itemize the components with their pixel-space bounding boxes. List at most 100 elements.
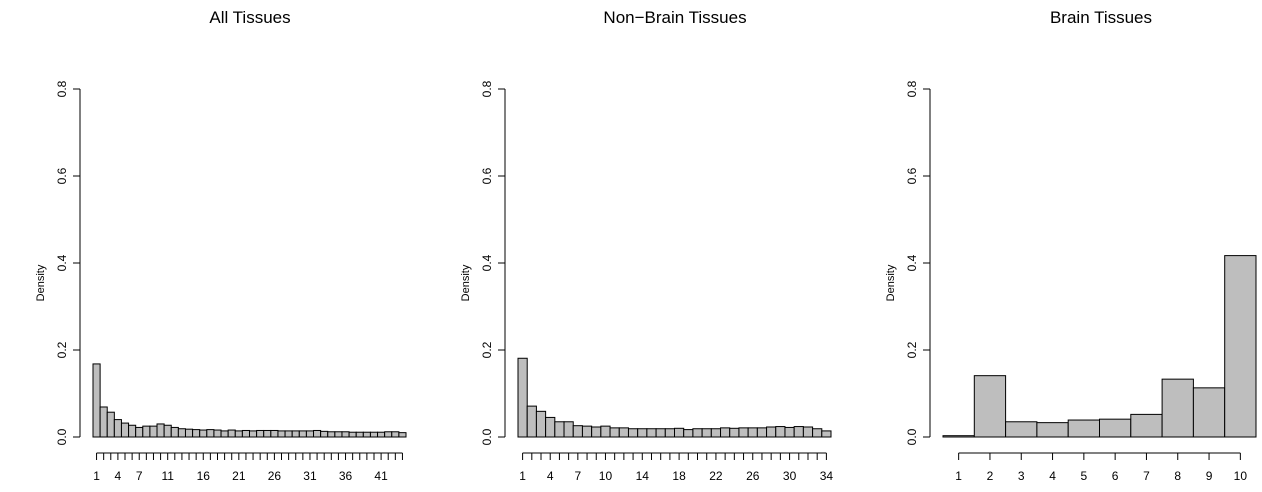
y-axis-label: Density — [35, 264, 47, 301]
y-tick-label: 0.2 — [55, 341, 69, 358]
x-tick-label: 7 — [574, 469, 581, 483]
histogram-bar — [942, 435, 975, 438]
y-tick-label: 0.4 — [905, 254, 919, 271]
x-tick-label: 41 — [374, 469, 388, 483]
histogram-bar — [163, 424, 172, 438]
y-tick-label: 0.6 — [480, 167, 494, 184]
x-tick-label: 1 — [955, 469, 962, 483]
histogram-bar — [581, 425, 593, 438]
histogram-bar — [206, 429, 215, 438]
x-tick-label: 5 — [1081, 469, 1088, 483]
histogram-bar — [369, 431, 379, 438]
histogram-bar — [320, 430, 329, 438]
histogram-bar — [362, 431, 371, 438]
histogram-bar — [554, 421, 565, 438]
histogram-bar — [327, 431, 336, 438]
histogram-bar — [738, 427, 749, 438]
histogram-bar — [313, 429, 322, 438]
histogram-bar — [298, 430, 307, 438]
histogram-bar — [600, 425, 611, 438]
histogram-bar — [113, 419, 122, 438]
histogram-bar — [821, 430, 832, 438]
y-tick-label: 0.6 — [905, 167, 919, 184]
histogram-bar — [692, 428, 703, 438]
histogram-bar — [1005, 421, 1038, 438]
x-tick-label: 4 — [115, 469, 122, 483]
histogram-bar — [149, 425, 158, 438]
histogram-bar — [305, 430, 315, 438]
x-tick-label: 7 — [1143, 469, 1150, 483]
histogram-bar — [391, 431, 400, 438]
histogram-bar — [270, 429, 279, 438]
histogram-bar — [377, 431, 386, 438]
histogram-bar — [591, 426, 602, 438]
x-tick-label: 4 — [547, 469, 554, 483]
histogram-bar — [637, 428, 648, 438]
y-tick-label: 0.8 — [480, 80, 494, 97]
histogram-bar — [802, 426, 814, 438]
x-tick-label: 8 — [1174, 469, 1181, 483]
histogram-bar — [249, 430, 258, 438]
y-axis-label: Density — [885, 264, 897, 301]
histogram-bar — [720, 427, 731, 438]
histogram-bar — [192, 429, 201, 438]
y-tick-label: 0.8 — [55, 80, 69, 97]
y-tick-label: 0.0 — [55, 428, 69, 445]
panel-all-tissues: All Tissues 0.0 0.2 0.4 0.6 0.8 Density 1 4 7 11 16… — [35, 8, 407, 483]
y-tick-label: 0.2 — [905, 341, 919, 358]
x-tick-label: 30 — [783, 469, 797, 483]
chart-title: All Tissues — [209, 8, 290, 27]
histogram-bar — [701, 428, 712, 438]
histogram-bar — [655, 428, 666, 438]
histogram-bar — [213, 429, 222, 438]
histogram-bar — [1099, 418, 1132, 438]
histogram-bar — [334, 431, 343, 438]
x-tick-label: 26 — [746, 469, 760, 483]
histogram-bar — [618, 427, 629, 438]
histogram-bar — [784, 426, 795, 438]
histogram-bar — [664, 428, 676, 438]
x-tick-label: 2 — [987, 469, 994, 483]
histogram-bar — [120, 422, 130, 438]
y-tick-label: 0.4 — [480, 254, 494, 271]
panel-non-brain-tissues: Non−Brain Tissues 0.0 0.2 0.4 0.6 0.8 Density 1… — [460, 8, 833, 483]
y-axis-label: Density — [460, 264, 472, 301]
x-tick-label: 31 — [303, 469, 317, 483]
histogram-bar — [92, 363, 101, 438]
histogram-bar — [545, 416, 556, 438]
y-tick-label: 0.0 — [480, 428, 494, 445]
histogram-bar — [241, 429, 251, 438]
x-tick-label: 16 — [197, 469, 211, 483]
histogram-bar — [263, 429, 272, 438]
histogram-bar — [572, 425, 583, 438]
x-tick-label: 9 — [1206, 469, 1213, 483]
histogram-bar — [177, 428, 186, 438]
histogram-bar — [106, 411, 115, 438]
x-tick-label: 6 — [1112, 469, 1119, 483]
histogram-bar — [348, 431, 357, 438]
histogram-bar — [535, 410, 547, 438]
histogram-bar — [355, 431, 364, 438]
y-tick-label: 0.6 — [55, 167, 69, 184]
histogram-bar — [227, 429, 236, 438]
histogram-bar — [756, 427, 768, 438]
x-tick-label: 14 — [636, 469, 650, 483]
histogram-bar — [135, 426, 144, 438]
histogram-bar — [747, 427, 758, 438]
x-tick-label: 22 — [709, 469, 723, 483]
y-tick-label: 0.0 — [905, 428, 919, 445]
histogram-bar — [674, 427, 685, 438]
x-tick-label: 11 — [161, 469, 174, 483]
histogram-bar — [1192, 387, 1226, 438]
histogram-bar — [234, 430, 243, 438]
histogram-bar — [775, 426, 786, 438]
histogram-bar — [609, 427, 620, 438]
histogram-bar — [1130, 413, 1163, 438]
x-tick-label: 36 — [339, 469, 353, 483]
histogram-bar — [142, 425, 151, 438]
histogram-bar — [284, 430, 293, 438]
histogram-bar — [1161, 378, 1194, 438]
histogram-bar — [341, 431, 350, 438]
y-tick-label: 0.8 — [905, 80, 919, 97]
